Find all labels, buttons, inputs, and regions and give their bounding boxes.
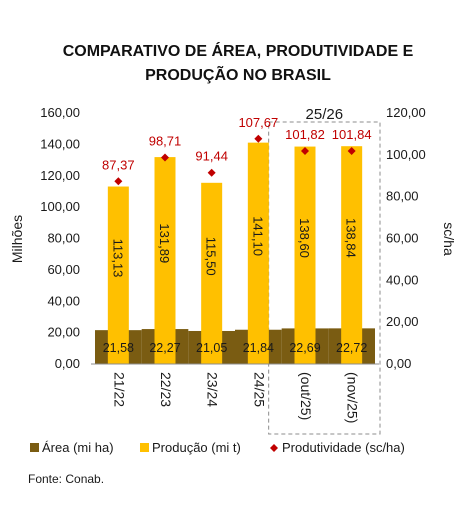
area-data-label: 21,05: [196, 341, 227, 355]
forecast-bracket-label: 25/26: [306, 106, 344, 123]
production-data-label: 138,84: [344, 218, 359, 258]
yield-marker: [254, 134, 263, 143]
y-left-tick-label: 20,00: [47, 325, 80, 340]
legend-label-production: Produção (mi t): [152, 440, 241, 455]
legend-label-yield: Produtividade (sc/ha): [282, 440, 405, 455]
y-right-tick-label: 40,00: [386, 272, 419, 287]
area-data-label: 22,72: [336, 341, 367, 355]
y-right-tick-label: 80,00: [386, 189, 419, 204]
legend-swatch-yield: [270, 444, 278, 452]
area-data-label: 22,27: [149, 341, 180, 355]
area-data-label: 21,84: [243, 341, 274, 355]
y-right-tick-label: 20,00: [386, 314, 419, 329]
yield-marker: [207, 168, 216, 177]
area-data-label: 21,58: [103, 341, 134, 355]
yield-marker: [301, 147, 309, 156]
production-bar: [341, 146, 363, 364]
x-tick-label: 24/25: [251, 372, 267, 407]
chart-title: COMPARATIVO DE ÁREA, PRODUTIVIDADE E PRO…: [0, 40, 476, 88]
y-left-tick-label: 120,00: [40, 168, 80, 183]
yield-data-label: 98,71: [149, 134, 182, 149]
area-data-label: 22,69: [289, 341, 320, 355]
yield-marker: [161, 153, 169, 162]
production-data-label: 138,60: [297, 218, 312, 258]
yield-data-label: 87,37: [102, 157, 135, 172]
y-right-axis-title: sc/ha: [441, 222, 457, 256]
y-left-tick-label: 40,00: [47, 293, 80, 308]
yield-data-label: 91,44: [195, 149, 228, 164]
production-bar: [107, 186, 129, 364]
yield-marker: [114, 177, 123, 186]
production-data-label: 141,10: [250, 216, 265, 256]
production-data-label: 115,50: [204, 237, 219, 276]
legend-swatch-area: [30, 443, 39, 452]
y-left-tick-label: 0,00: [55, 356, 80, 371]
x-tick-label: (out/25): [298, 372, 314, 420]
chart-title-line-1: COMPARATIVO DE ÁREA, PRODUTIVIDADE E: [62, 43, 414, 60]
y-right-tick-label: 120,00: [386, 105, 426, 120]
y-left-axis-title: Milhões: [9, 215, 25, 263]
production-bar: [201, 182, 223, 364]
x-tick-label: (nov/25): [345, 372, 361, 423]
production-bar: [247, 142, 269, 364]
yield-data-label: 107,67: [238, 115, 278, 130]
legend-label-area: Área (mi ha): [42, 440, 114, 455]
production-bar: [294, 146, 316, 364]
production-data-label: 113,13: [110, 239, 125, 278]
x-tick-label: 21/22: [111, 372, 127, 407]
y-left-tick-label: 60,00: [47, 262, 80, 277]
forecast-bracket: [268, 121, 381, 435]
combo-chart: 25/26 21,58 22,27 21,05 21,84 22,69 22,72 113,1…: [9, 105, 457, 455]
y-left-tick-label: 140,00: [40, 136, 80, 151]
y-right-tick-label: 0,00: [386, 356, 411, 371]
production-bar: [154, 157, 176, 364]
yield-data-label: 101,84: [332, 127, 372, 142]
y-left-tick-label: 80,00: [47, 231, 80, 246]
source-note: Fonte: Conab.: [28, 472, 105, 486]
x-tick-label: 23/24: [205, 372, 221, 407]
chart-title-line-2: PRODUÇÃO NO BRASIL: [145, 67, 331, 84]
x-tick-label: 22/23: [158, 372, 174, 407]
y-left-tick-label: 100,00: [40, 199, 80, 214]
y-right-tick-label: 100,00: [386, 147, 426, 162]
y-left-tick-label: 160,00: [40, 105, 80, 120]
legend-swatch-production: [140, 443, 149, 452]
y-right-tick-label: 60,00: [386, 231, 419, 246]
yield-data-label: 101,82: [285, 127, 325, 142]
production-data-label: 131,89: [157, 223, 172, 263]
yield-marker: [347, 146, 356, 155]
